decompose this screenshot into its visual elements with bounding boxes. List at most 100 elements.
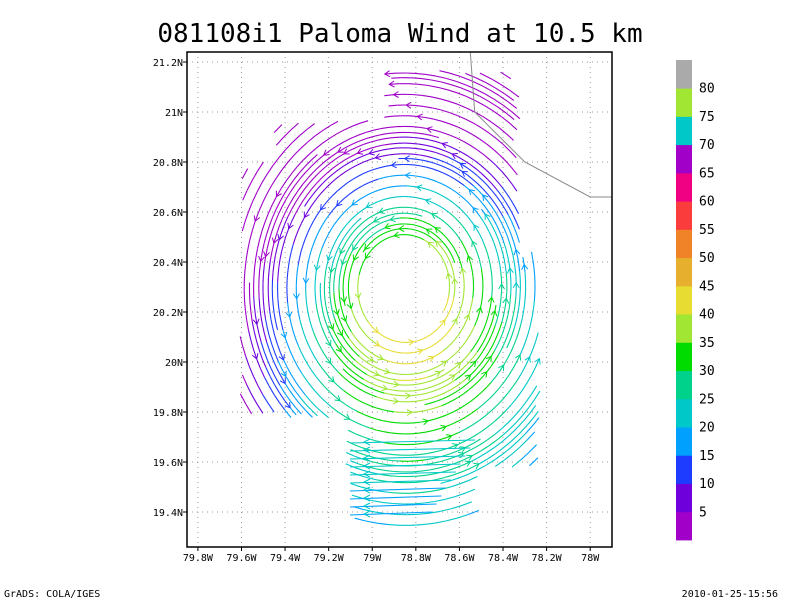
streamline-segment — [450, 379, 456, 384]
streamline-segment — [284, 337, 289, 346]
streamline-segment — [324, 270, 327, 276]
streamline-segment — [435, 405, 442, 409]
streamline-segment — [517, 433, 526, 442]
streamline-segment — [428, 345, 432, 349]
y-axis-ticks: 19.4N19.6N19.8N20N20.2N20.4N20.6N20.8N21… — [153, 58, 187, 519]
streamline-segment — [447, 298, 449, 302]
streamline-segment — [391, 378, 397, 381]
streamline-segment — [331, 309, 334, 315]
x-tick-label: 79.6W — [226, 553, 257, 564]
streamline-segment — [349, 439, 476, 444]
streamline-segment — [361, 389, 367, 394]
streamline-segment — [356, 347, 361, 352]
colorbar-label: 75 — [699, 110, 715, 125]
streamline-segment — [479, 138, 487, 145]
colorbar-swatch — [676, 144, 692, 174]
streamline-segment — [494, 440, 503, 448]
streamline-segment — [334, 175, 341, 181]
streamline-segment — [491, 190, 498, 197]
streamline-segment — [441, 257, 444, 261]
streamline-segment — [483, 361, 489, 367]
streamline-segment — [311, 409, 318, 417]
streamline-segment — [410, 228, 414, 231]
streamline-segment — [443, 474, 453, 479]
streamline-segment — [510, 248, 514, 256]
streamline-segment — [469, 306, 472, 311]
streamline — [349, 494, 442, 502]
streamline-segment — [392, 339, 396, 342]
streamline-segment — [463, 212, 469, 217]
streamline-segment — [436, 437, 445, 442]
streamline-segment — [460, 195, 466, 200]
streamline-segment — [431, 179, 438, 183]
streamline-segment — [498, 229, 503, 237]
streamline-segment — [334, 301, 337, 307]
streamline-segment — [446, 270, 449, 274]
streamline-segment — [411, 470, 421, 473]
streamline-segment — [439, 350, 444, 354]
streamline-segment — [358, 138, 366, 143]
streamline-segment — [456, 348, 461, 353]
streamline-segment — [515, 331, 520, 339]
streamline-segment — [385, 453, 394, 456]
streamline-segment — [477, 189, 484, 196]
streamline-segment — [356, 321, 359, 325]
streamline-segment — [408, 83, 419, 85]
streamline-segment — [347, 256, 351, 261]
streamline-segment — [449, 306, 453, 310]
streamline-segment — [491, 340, 496, 347]
streamline-segment — [317, 183, 323, 190]
streamline-segment — [459, 345, 464, 350]
streamline-segment — [381, 408, 389, 412]
streamline-segment — [421, 198, 426, 201]
streamline-segment — [499, 154, 507, 162]
streamline-segment — [483, 154, 491, 161]
streamline-segment — [292, 331, 297, 339]
streamline-segment — [441, 321, 444, 325]
streamline-segment — [516, 256, 520, 264]
streamline-segment — [310, 400, 317, 408]
streamline-segment — [346, 379, 353, 385]
streamline-segment — [299, 165, 306, 173]
streamline-segment — [495, 434, 504, 442]
streamline-segment — [316, 209, 321, 216]
streamline-segment — [440, 385, 447, 389]
streamline-segment — [326, 310, 329, 316]
streamline-segment — [486, 366, 492, 373]
streamline-segment — [416, 197, 422, 200]
streamline-segment — [504, 93, 515, 101]
streamline-segment — [255, 248, 259, 259]
streamline-segment — [334, 270, 336, 275]
streamline-segment — [253, 330, 257, 341]
streamline — [313, 184, 498, 392]
streamline-segment — [377, 241, 381, 245]
streamline-segment — [509, 294, 512, 302]
streamline-segment — [432, 168, 439, 172]
streamline-segment — [386, 197, 392, 200]
streamline-segment — [473, 245, 477, 251]
streamline-segment — [358, 400, 365, 404]
streamline-segment — [355, 225, 360, 230]
streamline-segment — [488, 231, 493, 238]
streamline-segment — [362, 249, 366, 253]
streamline-segment — [329, 120, 339, 127]
streamline-segment — [525, 425, 533, 434]
streamline-segment — [425, 73, 437, 77]
streamline-segment — [379, 133, 388, 136]
streamline-segment — [436, 382, 442, 386]
streamline-segment — [343, 330, 348, 335]
streamline-segment — [296, 159, 304, 168]
streamline-segment — [368, 151, 376, 155]
streamline-segment — [462, 294, 465, 299]
streamline-segment — [422, 220, 427, 224]
streamline-segment — [384, 137, 393, 140]
streamline-segment — [332, 163, 340, 169]
streamline-segment — [337, 153, 345, 159]
streamline-segment — [412, 93, 422, 96]
streamline-segment — [499, 302, 502, 309]
streamline-segment — [470, 456, 480, 463]
streamline-segment — [483, 398, 490, 405]
streamline-segment — [472, 325, 476, 331]
streamline-segment — [392, 502, 404, 505]
streamline-segment — [359, 350, 364, 355]
